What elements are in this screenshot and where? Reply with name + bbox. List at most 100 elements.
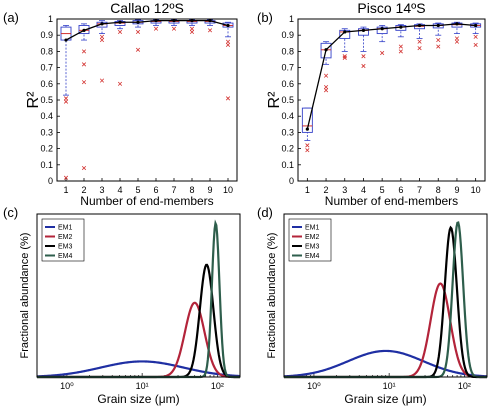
y-tick-label: 0.6 — [40, 79, 53, 89]
x-tick-label: 10 — [471, 185, 481, 195]
x-tick-label: 7 — [417, 185, 422, 195]
box-10 — [470, 22, 482, 48]
outlier-point — [380, 50, 385, 56]
box-iqr — [96, 21, 108, 28]
x-tick-label: 9 — [454, 185, 459, 195]
x-tick-label: 10⁰ — [60, 381, 74, 391]
outlier-point — [117, 81, 123, 86]
outlier-point — [81, 62, 87, 67]
x-axis-label: Grain size (μm) — [344, 392, 426, 406]
panel-a: (a) Callao 12ºS 0 0.1 0.2 0.3 0.4 0.5 0.6 0.7 0.8 0… — [3, 0, 238, 208]
y-axis-label: Fractional abundance (%) — [19, 233, 31, 359]
x-tick-label: 2 — [81, 185, 86, 195]
legend-label-em2: EM2 — [305, 234, 320, 241]
outlier-point — [189, 29, 195, 35]
outlier-point — [63, 99, 69, 104]
x-tick-label: 10¹ — [136, 381, 149, 391]
y-axis-label: R² — [25, 91, 42, 109]
plot-frame — [56, 18, 238, 182]
x-tick-label: 8 — [189, 185, 194, 195]
outlier-point — [81, 165, 87, 171]
outlier-point — [417, 46, 422, 51]
panel-label: (b) — [257, 10, 273, 25]
x-tick-label: 1 — [63, 185, 68, 195]
box-iqr — [376, 26, 388, 35]
y-tick-label: 0.3 — [40, 127, 53, 137]
median-point — [100, 22, 104, 26]
outlier-point — [189, 26, 195, 31]
y-tick-label: 0.5 — [281, 95, 294, 105]
x-tick-label: 10² — [458, 381, 471, 391]
plot-frame — [36, 213, 241, 378]
outlier-point — [63, 175, 69, 180]
x-tick-label: 5 — [380, 185, 385, 195]
x-tick-label: 2 — [324, 185, 329, 195]
median-point — [305, 127, 309, 131]
outlier-point — [436, 44, 441, 49]
median-point — [118, 20, 122, 24]
outlier-point — [398, 49, 403, 54]
outlier-point — [117, 29, 123, 35]
series-line-em1 — [283, 349, 488, 378]
panel-label: (a) — [3, 10, 19, 25]
plot-frame — [297, 18, 486, 182]
y-tick-label: 0 — [289, 176, 294, 186]
y-axis-label: Fractional abundance (%) — [266, 233, 278, 359]
median-point — [474, 23, 478, 28]
y-tick-label: 0.4 — [40, 111, 53, 121]
outlier-point — [171, 26, 177, 31]
median-point — [436, 23, 440, 28]
outlier-point — [81, 49, 87, 54]
median-point — [190, 19, 194, 23]
legend-label-em1: EM1 — [305, 225, 320, 232]
box-iqr — [320, 42, 332, 59]
legend-label-em1: EM1 — [58, 225, 73, 232]
box-iqr — [339, 29, 351, 39]
outlier-point — [454, 36, 460, 41]
box-iqr — [78, 25, 90, 35]
plot-frame — [283, 213, 488, 378]
outlier-point — [323, 84, 329, 90]
y-tick-label: 0.9 — [40, 30, 53, 40]
box-iqr — [301, 107, 313, 133]
median-point — [172, 19, 176, 23]
box-2 — [78, 23, 90, 171]
legend-label-em4: EM4 — [58, 253, 73, 260]
outlier-point — [99, 78, 105, 83]
x-tick-label: 10 — [223, 185, 233, 195]
median-point — [154, 19, 158, 23]
x-tick-label: 8 — [436, 185, 441, 195]
panel-d: (d) 10⁰ 10¹ 10² EM1 EM2 EM3 EM4 Grain size (μm) F… — [257, 205, 488, 406]
outlier-point — [225, 42, 231, 48]
outlier-point — [81, 80, 87, 85]
y-tick-label: 0.3 — [281, 127, 294, 137]
y-tick-label: 0.4 — [281, 111, 294, 121]
y-tick-label: 0.5 — [40, 95, 53, 105]
outlier-point — [398, 44, 403, 49]
x-axis-label: Number of end-members — [325, 194, 458, 208]
outlier-point — [99, 34, 105, 39]
outlier-point — [342, 55, 347, 60]
x-axis-label: Number of end-members — [80, 194, 213, 208]
median-point — [417, 23, 422, 28]
median-trend-line — [306, 23, 476, 130]
y-tick-label: 0.8 — [281, 46, 294, 56]
y-tick-label: 1 — [289, 14, 294, 24]
x-tick-label: 6 — [398, 185, 403, 195]
y-tick-label: 0.1 — [40, 160, 53, 170]
x-axis-label: Grain size (μm) — [97, 392, 179, 406]
x-tick-label: 10² — [211, 381, 224, 391]
outlier-point — [63, 96, 69, 101]
y-tick-label: 1 — [48, 14, 53, 24]
y-tick-label: 0.7 — [40, 63, 53, 73]
panel-label: (d) — [257, 205, 273, 220]
legend-label-em2: EM2 — [58, 234, 73, 241]
x-tick-label: 6 — [153, 185, 158, 195]
box-1 — [301, 107, 313, 153]
x-tick-label: 5 — [135, 185, 140, 195]
median-point — [64, 38, 68, 42]
outlier-point — [342, 54, 347, 59]
outlier-point — [207, 28, 213, 33]
median-point — [343, 30, 347, 34]
